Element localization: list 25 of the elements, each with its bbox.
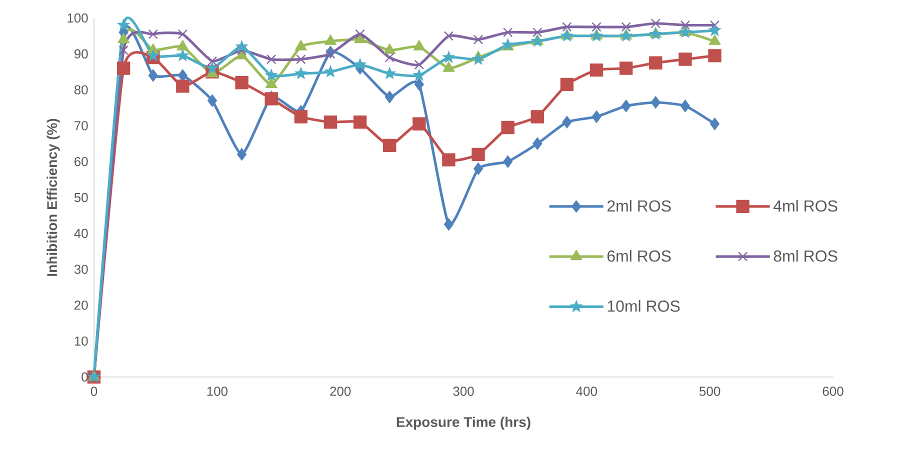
x-tick-label: 400: [576, 386, 598, 396]
y-tick-label: 40: [74, 228, 88, 238]
legend-label: 2ml ROS: [607, 200, 671, 212]
y-axis-title: Inhibition Efficiency (%): [46, 118, 60, 276]
y-tick-label: 100: [68, 13, 88, 23]
x-axis-title: Exposure Time (hrs): [396, 416, 530, 430]
legend-label: 6ml ROS: [607, 250, 671, 262]
y-tick-label: 80: [74, 85, 88, 94]
y-tick-label: 20: [74, 300, 88, 310]
legend-label: 4ml ROS: [773, 200, 838, 212]
y-tick-label: 60: [74, 156, 88, 166]
y-tick-label: 50: [74, 192, 88, 202]
y-tick-label: 10: [74, 336, 88, 346]
x-tick-label: 600: [822, 386, 844, 396]
y-tick-label: 0: [82, 372, 88, 382]
x-tick-label: 300: [453, 386, 474, 396]
y-tick-label: 90: [74, 49, 88, 58]
y-tick-label: 70: [74, 121, 88, 130]
y-tick-label: 30: [74, 264, 88, 274]
x-tick-label: 0: [90, 386, 98, 396]
x-tick-label: 100: [207, 386, 228, 396]
legend-label: 8ml ROS: [774, 250, 838, 262]
x-tick-label: 500: [700, 386, 720, 396]
legend-label: 10ml ROS: [608, 300, 680, 312]
x-tick-label: 200: [330, 386, 351, 396]
